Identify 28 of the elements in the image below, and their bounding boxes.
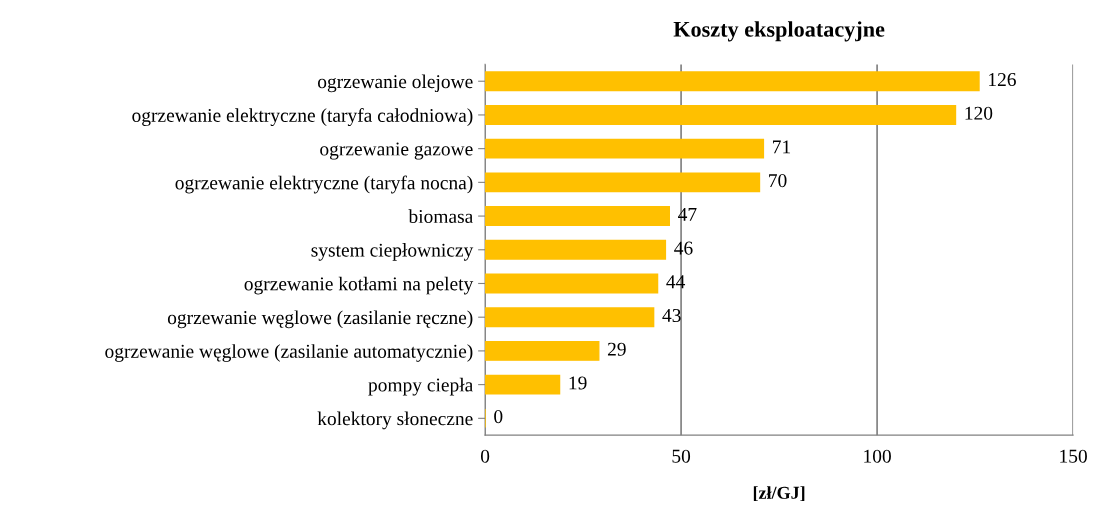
y-tick-label: ogrzewanie kotłami na pelety bbox=[244, 276, 474, 295]
x-tick-label: 50 bbox=[672, 449, 691, 463]
y-tick-label: system ciepłowniczy bbox=[311, 243, 474, 261]
y-tick-label: biomasa bbox=[408, 209, 474, 223]
data-label: 0 bbox=[494, 410, 503, 424]
data-label: 71 bbox=[773, 140, 791, 154]
x-tick-label: 100 bbox=[864, 449, 891, 463]
y-tick-label: ogrzewanie węglowe (zasilanie ręczne) bbox=[167, 310, 473, 329]
y-tick-label: ogrzewanie węglowe (zasilanie automatycznie) bbox=[105, 344, 473, 362]
x-tick-label: 150 bbox=[1060, 449, 1087, 463]
data-label: 44 bbox=[666, 275, 686, 289]
data-label: 47 bbox=[678, 207, 697, 221]
y-tick-label: ogrzewanie gazowe bbox=[320, 142, 473, 160]
data-label: 70 bbox=[769, 174, 787, 188]
y-tick-label: ogrzewanie olejowe bbox=[317, 74, 473, 93]
x-axis-title: [zł/GJ] bbox=[753, 486, 805, 502]
chart-title: Koszty eksploatacyjne bbox=[673, 21, 885, 42]
data-label: 126 bbox=[989, 73, 1016, 87]
y-tick-label: kolektory słoneczne bbox=[317, 411, 473, 430]
data-label: 19 bbox=[569, 376, 587, 390]
y-tick-label: ogrzewanie elektryczne (taryfa całodniowa) bbox=[132, 108, 473, 126]
data-label: 43 bbox=[662, 308, 681, 323]
data-label: 46 bbox=[674, 241, 693, 255]
x-tick-label: 0 bbox=[480, 449, 490, 463]
y-tick-label: pompy ciepła bbox=[368, 377, 474, 396]
data-label: 120 bbox=[965, 106, 993, 120]
data-label: 29 bbox=[607, 342, 626, 356]
y-tick-label: ogrzewanie elektryczne (taryfa nocna) bbox=[175, 175, 473, 194]
